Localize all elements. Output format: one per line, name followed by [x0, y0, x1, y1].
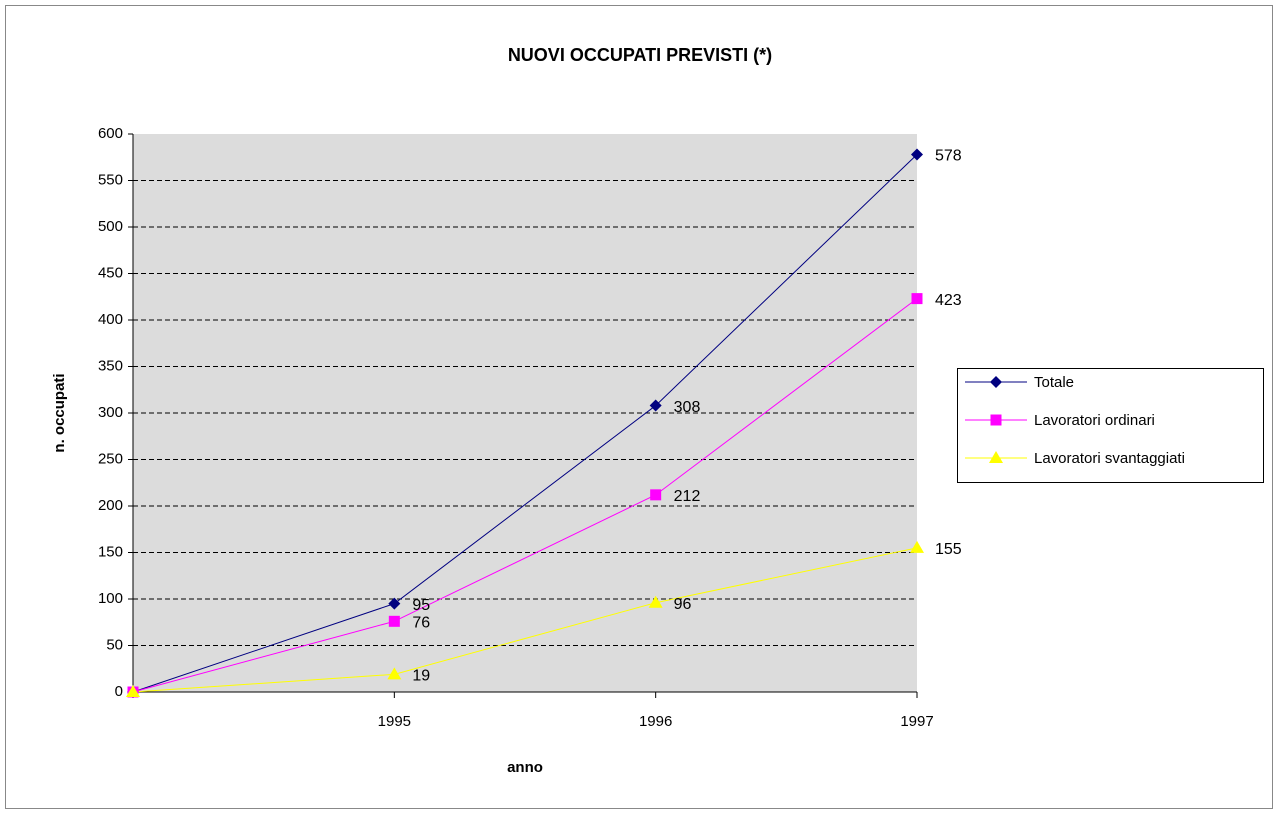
y-tick-label: 350	[98, 357, 123, 374]
x-tick-label: 1995	[378, 713, 411, 730]
y-tick-label: 550	[98, 171, 123, 188]
legend-label: Totale	[1034, 374, 1074, 391]
x-axis-label: anno	[507, 759, 543, 776]
y-axis-label: n. occupati	[51, 373, 68, 452]
legend-label: Lavoratori ordinari	[1034, 412, 1155, 429]
series-line	[132, 154, 918, 693]
legend-marker	[989, 451, 1003, 463]
legend-label: Lavoratori svantaggiati	[1034, 450, 1185, 467]
y-tick-label: 450	[98, 264, 123, 281]
y-tick-label: 0	[115, 683, 123, 700]
series-line	[132, 547, 918, 693]
data-label: 95	[412, 597, 430, 614]
y-tick-label: 400	[98, 311, 123, 328]
data-point	[911, 148, 923, 161]
chart-title: NUOVI OCCUPATI PREVISTI (*)	[508, 45, 772, 65]
data-label: 308	[674, 399, 701, 416]
y-tick-label: 50	[106, 636, 123, 653]
data-label: 423	[935, 292, 962, 309]
y-tick-label: 500	[98, 218, 123, 235]
y-tick-label: 600	[98, 125, 123, 142]
data-label: 96	[674, 596, 692, 613]
data-point	[650, 489, 662, 501]
data-point	[126, 685, 140, 697]
data-point	[388, 615, 400, 627]
data-label: 212	[674, 488, 701, 505]
series-line	[132, 298, 918, 693]
legend	[957, 368, 1264, 483]
data-point	[911, 293, 923, 305]
x-tick-label: 1996	[639, 713, 672, 730]
y-tick-label: 100	[98, 590, 123, 607]
data-label: 76	[412, 615, 430, 632]
data-point	[910, 540, 924, 553]
data-point	[649, 399, 662, 412]
x-tick-label: 1997	[900, 713, 933, 730]
data-label: 155	[935, 541, 962, 558]
y-tick-label: 150	[98, 543, 123, 560]
data-label: 578	[935, 148, 962, 165]
data-point	[387, 667, 402, 680]
y-tick-label: 200	[98, 497, 123, 514]
y-tick-label: 250	[98, 450, 123, 467]
legend-marker	[990, 376, 1002, 388]
legend-marker	[990, 414, 1002, 426]
y-tick-label: 300	[98, 404, 123, 421]
data-point	[648, 595, 663, 608]
data-point	[388, 597, 401, 610]
data-label: 19	[412, 668, 430, 685]
